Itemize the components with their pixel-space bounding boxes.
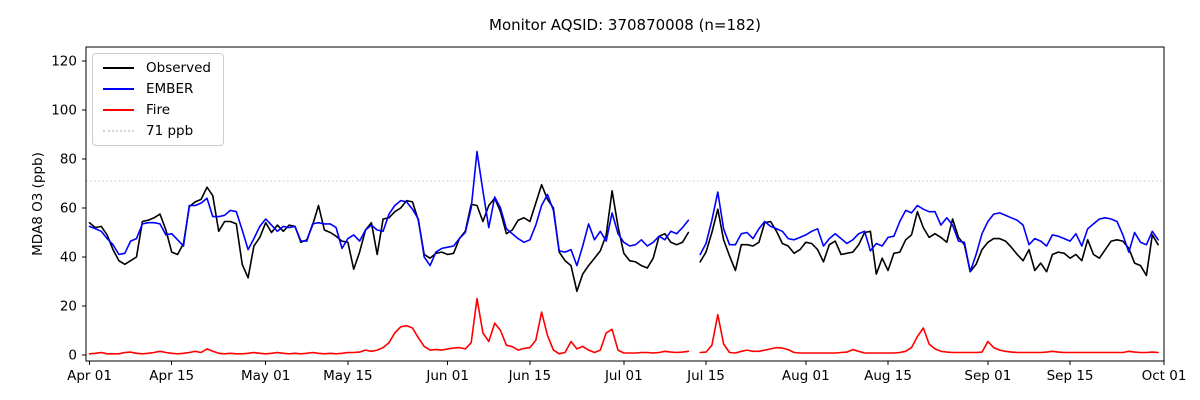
x-tick-label: Jun 15 xyxy=(508,368,552,384)
legend: Observed EMBER Fire 71 ppb xyxy=(92,53,224,146)
y-tick-label: 60 xyxy=(60,200,77,216)
x-tick-label: Jul 15 xyxy=(686,368,725,384)
x-tick-label: Apr 01 xyxy=(67,368,112,384)
y-tick-label: 40 xyxy=(60,249,77,265)
y-axis: 0 20 40 60 80 100 120 xyxy=(51,53,86,363)
legend-item-threshold: 71 ppb xyxy=(103,123,211,139)
x-tick-label: Aug 01 xyxy=(782,368,830,384)
observed-line-sample xyxy=(103,67,134,69)
y-tick-label: 120 xyxy=(51,53,77,69)
x-tick-label: Oct 01 xyxy=(1142,368,1187,384)
chart-title: Monitor AQSID: 370870008 (n=182) xyxy=(489,16,761,34)
legend-item-fire: Fire xyxy=(103,102,211,118)
threshold-line-sample xyxy=(103,130,134,132)
series-line-observed xyxy=(88,183,1159,293)
legend-label-threshold: 71 ppb xyxy=(146,123,194,139)
x-axis: Apr 01 Apr 15 May 01 May 15 Jun 01 Jun 15 Jul … xyxy=(67,361,1186,384)
legend-item-ember: EMBER xyxy=(103,81,211,97)
x-tick-label: Apr 15 xyxy=(149,368,194,384)
y-tick-label: 80 xyxy=(60,151,77,167)
x-tick-label: Jun 01 xyxy=(425,368,469,384)
fire-line-sample xyxy=(103,109,134,111)
legend-label-fire: Fire xyxy=(146,102,171,118)
series-line-fire xyxy=(88,297,1159,355)
x-tick-label: May 15 xyxy=(323,368,372,384)
x-tick-label: Jul 01 xyxy=(604,368,643,384)
legend-item-observed: Observed xyxy=(103,60,211,76)
ember-line-sample xyxy=(103,88,134,90)
x-tick-label: May 01 xyxy=(241,368,290,384)
series-line-ember xyxy=(88,150,1159,273)
x-tick-label: Aug 15 xyxy=(864,368,912,384)
y-tick-label: 20 xyxy=(60,298,77,314)
y-tick-label: 100 xyxy=(51,102,77,118)
axes-frame xyxy=(85,46,1165,362)
x-tick-label: Sep 15 xyxy=(1047,368,1094,384)
legend-label-observed: Observed xyxy=(146,60,211,76)
y-tick-label: 0 xyxy=(68,347,77,363)
legend-label-ember: EMBER xyxy=(146,81,194,97)
x-tick-label: Sep 01 xyxy=(964,368,1011,384)
